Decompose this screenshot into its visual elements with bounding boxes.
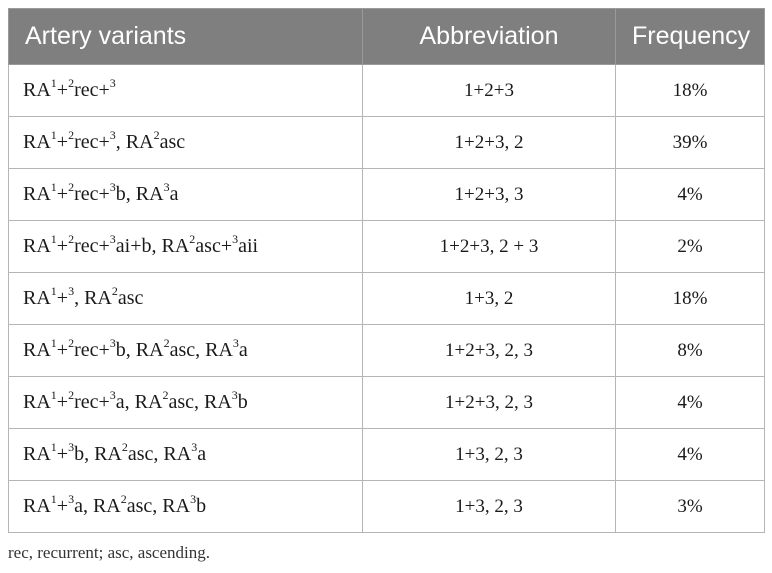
table-row: RA1+3a, RA2asc, RA3b 1+3, 2, 3 3% (8, 480, 765, 533)
cell-abbreviation: 1+3, 2, 3 (362, 428, 616, 481)
cell-artery-variant: RA1+3a, RA2asc, RA3b (8, 480, 363, 533)
cell-frequency: 2% (615, 220, 765, 273)
cell-abbreviation: 1+2+3 (362, 64, 616, 117)
cell-artery-variant: RA1+2rec+3 (8, 64, 363, 117)
cell-abbreviation: 1+2+3, 2 (362, 116, 616, 169)
cell-frequency: 18% (615, 64, 765, 117)
cell-abbreviation: 1+2+3, 2, 3 (362, 324, 616, 377)
cell-abbreviation: 1+2+3, 2 + 3 (362, 220, 616, 273)
cell-abbreviation: 1+2+3, 2, 3 (362, 376, 616, 429)
header-artery-variants: Artery variants (8, 8, 363, 65)
table-footnote: rec, recurrent; asc, ascending. (8, 543, 210, 562)
table-row: RA1+2rec+3, RA2asc 1+2+3, 2 39% (8, 116, 765, 169)
cell-artery-variant: RA1+2rec+3a, RA2asc, RA3b (8, 376, 363, 429)
table-row: RA1+2rec+3 1+2+3 18% (8, 64, 765, 117)
cell-artery-variant: RA1+3, RA2asc (8, 272, 363, 325)
cell-frequency: 4% (615, 428, 765, 481)
cell-artery-variant: RA1+2rec+3ai+b, RA2asc+3aii (8, 220, 363, 273)
cell-abbreviation: 1+3, 2, 3 (362, 480, 616, 533)
cell-frequency: 4% (615, 168, 765, 221)
table-body: RA1+2rec+3 1+2+3 18% RA1+2rec+3, RA2asc 1+2+… (8, 64, 765, 533)
cell-abbreviation: 1+3, 2 (362, 272, 616, 325)
table-row: RA1+3b, RA2asc, RA3a 1+3, 2, 3 4% (8, 428, 765, 481)
cell-frequency: 4% (615, 376, 765, 429)
cell-artery-variant: RA1+2rec+3b, RA2asc, RA3a (8, 324, 363, 377)
table-header-row: Artery variants Abbreviation Frequency (8, 8, 765, 65)
table-row: RA1+2rec+3a, RA2asc, RA3b 1+2+3, 2, 3 4% (8, 376, 765, 429)
cell-abbreviation: 1+2+3, 3 (362, 168, 616, 221)
header-abbreviation: Abbreviation (362, 8, 616, 65)
artery-variants-table-container: Artery variants Abbreviation Frequency R… (8, 8, 765, 533)
cell-artery-variant: RA1+2rec+3b, RA3a (8, 168, 363, 221)
artery-variants-table: Artery variants Abbreviation Frequency R… (8, 8, 765, 533)
cell-frequency: 3% (615, 480, 765, 533)
cell-artery-variant: RA1+3b, RA2asc, RA3a (8, 428, 363, 481)
cell-artery-variant: RA1+2rec+3, RA2asc (8, 116, 363, 169)
table-row: RA1+2rec+3b, RA2asc, RA3a 1+2+3, 2, 3 8% (8, 324, 765, 377)
table-row: RA1+2rec+3b, RA3a 1+2+3, 3 4% (8, 168, 765, 221)
table-row: RA1+3, RA2asc 1+3, 2 18% (8, 272, 765, 325)
cell-frequency: 8% (615, 324, 765, 377)
cell-frequency: 39% (615, 116, 765, 169)
header-frequency: Frequency (615, 8, 765, 65)
cell-frequency: 18% (615, 272, 765, 325)
